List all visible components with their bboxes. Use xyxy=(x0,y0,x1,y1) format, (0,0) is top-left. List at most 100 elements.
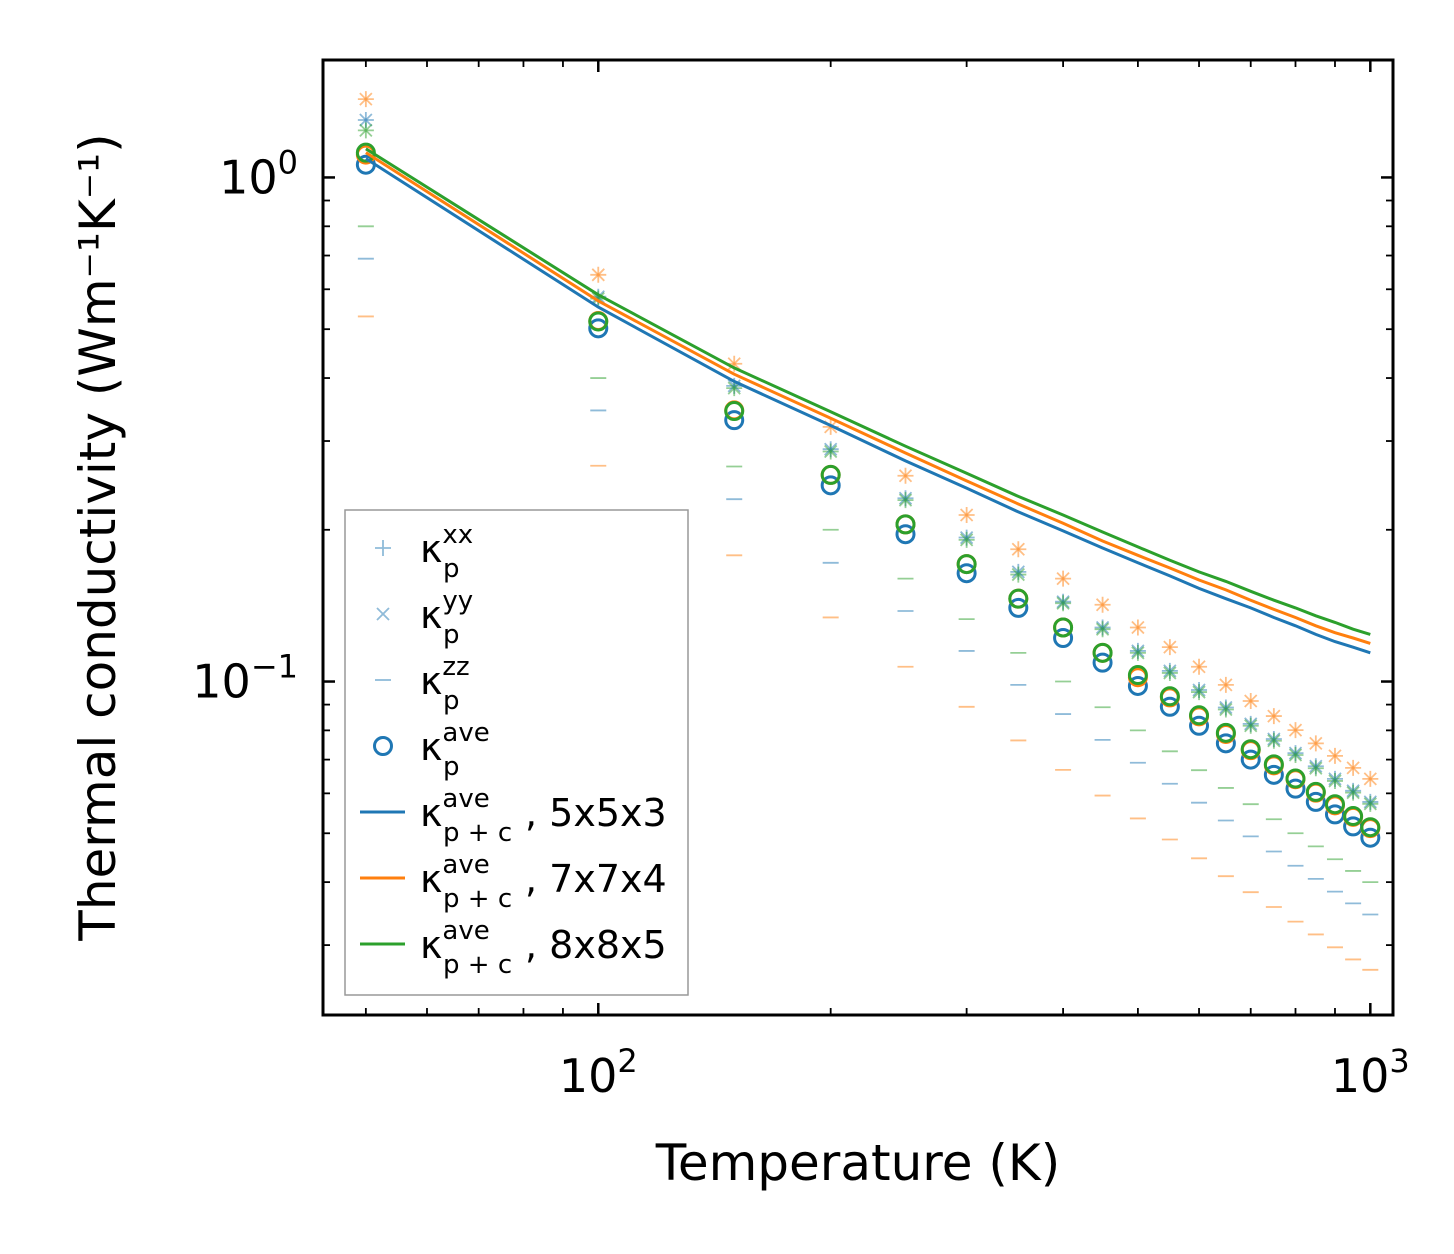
data-point xyxy=(359,113,373,127)
data-point xyxy=(1346,784,1360,798)
data-point xyxy=(1215,733,1236,754)
series-kzz-5x5x3 xyxy=(357,257,1379,916)
data-point xyxy=(1328,774,1342,788)
legend-label: κzz p xyxy=(420,652,470,716)
data-point xyxy=(1363,772,1377,786)
data-point xyxy=(1011,565,1025,579)
data-point xyxy=(1127,665,1148,686)
legend-marker-swatch xyxy=(373,736,393,756)
data-point xyxy=(1163,666,1177,680)
data-point xyxy=(1092,642,1113,663)
data-point xyxy=(1285,778,1306,799)
data-point xyxy=(1219,700,1233,715)
data-point xyxy=(591,268,605,282)
data-point xyxy=(1309,759,1323,773)
legend-entry: κave p + c, 8x8x5 xyxy=(360,916,667,980)
data-point xyxy=(1360,817,1381,838)
data-point xyxy=(1244,719,1258,733)
data-point xyxy=(1267,709,1281,723)
legend-box xyxy=(344,509,689,996)
legend-label: κave p + c, 5x5x3 xyxy=(420,784,667,848)
y-tick-label: 100 xyxy=(219,143,298,204)
data-point xyxy=(1008,588,1029,609)
data-point xyxy=(1159,686,1180,707)
data-point xyxy=(1244,694,1258,708)
y-axis-label: Thermal conductivity (Wm⁻¹K⁻¹) xyxy=(69,133,127,941)
data-point xyxy=(959,530,974,545)
series-kave-5x5x3 xyxy=(355,154,1381,848)
data-point xyxy=(1324,794,1345,815)
legend-marker-swatch xyxy=(376,607,390,621)
y-tick-label: 10−1 xyxy=(192,648,298,709)
data-point xyxy=(956,554,977,575)
data-point xyxy=(1008,597,1029,618)
legend-label: κyy p xyxy=(420,586,473,650)
legend-entry: κzz p xyxy=(375,652,470,716)
line-p-c-5x5x3 xyxy=(365,157,1371,655)
x-axis-label: Temperature (K) xyxy=(655,1134,1060,1192)
legend-label: κave p + c, 8x8x5 xyxy=(420,916,667,980)
data-point xyxy=(1288,748,1303,762)
data-point xyxy=(1163,640,1177,654)
series-kyy-7x7x4 xyxy=(359,92,1377,786)
axes-frame xyxy=(321,58,1395,1017)
data-point xyxy=(1267,732,1281,746)
data-point xyxy=(1011,542,1025,556)
line-p-c-7x7x4 xyxy=(365,151,1371,645)
data-point xyxy=(1328,772,1342,786)
data-point xyxy=(898,491,913,505)
data-point xyxy=(895,524,916,545)
data-point xyxy=(1192,683,1206,697)
legend-entry: κave p + c, 5x5x3 xyxy=(360,784,667,848)
line-p-c-8x8x5 xyxy=(365,147,1371,636)
data-point xyxy=(1328,749,1342,763)
data-point xyxy=(1095,620,1110,635)
data-point xyxy=(1305,791,1326,812)
data-point xyxy=(1159,696,1180,717)
legend-entry: κyy p xyxy=(376,586,473,650)
data-point xyxy=(1131,646,1145,660)
data-point xyxy=(1219,702,1233,717)
data-point xyxy=(824,442,838,456)
data-point xyxy=(898,469,913,483)
series-kzz-7x7x4 xyxy=(357,315,1379,971)
data-point xyxy=(1309,736,1323,750)
plot-area xyxy=(355,91,1381,971)
data-point xyxy=(1360,827,1381,848)
legend-label: κave p xyxy=(420,718,490,782)
data-point xyxy=(1346,761,1360,775)
legend-label: κxx p xyxy=(420,520,473,584)
data-point xyxy=(1189,705,1210,726)
data-point xyxy=(1288,723,1303,737)
data-point xyxy=(1263,764,1284,785)
data-point xyxy=(824,444,838,459)
x-tick-label: 102 xyxy=(559,1042,638,1103)
data-point xyxy=(1011,567,1025,582)
legend-entry: κave p xyxy=(373,718,490,782)
data-point xyxy=(727,357,741,371)
data-point xyxy=(359,92,373,106)
data-point xyxy=(956,563,977,584)
series-kyy-8x8x5 xyxy=(359,123,1377,811)
data-point xyxy=(1189,715,1210,736)
x-tick-label: 103 xyxy=(1331,1042,1410,1103)
data-point xyxy=(1131,620,1145,635)
data-point xyxy=(359,123,373,137)
data-point xyxy=(1053,617,1074,638)
data-point xyxy=(1127,675,1148,696)
data-point xyxy=(1219,678,1233,692)
data-point xyxy=(898,493,913,507)
data-point xyxy=(1263,754,1284,775)
series-kzz-8x8x5 xyxy=(357,225,1379,884)
data-point xyxy=(1192,685,1206,699)
data-point xyxy=(1240,749,1261,770)
legend-label: κave p + c, 7x7x4 xyxy=(420,850,667,914)
data-point xyxy=(1053,627,1074,648)
legend-entry: κxx p xyxy=(375,520,473,584)
data-point xyxy=(1092,652,1113,673)
data-point xyxy=(1131,644,1145,658)
data-point xyxy=(1343,806,1364,827)
data-point xyxy=(1056,596,1070,610)
